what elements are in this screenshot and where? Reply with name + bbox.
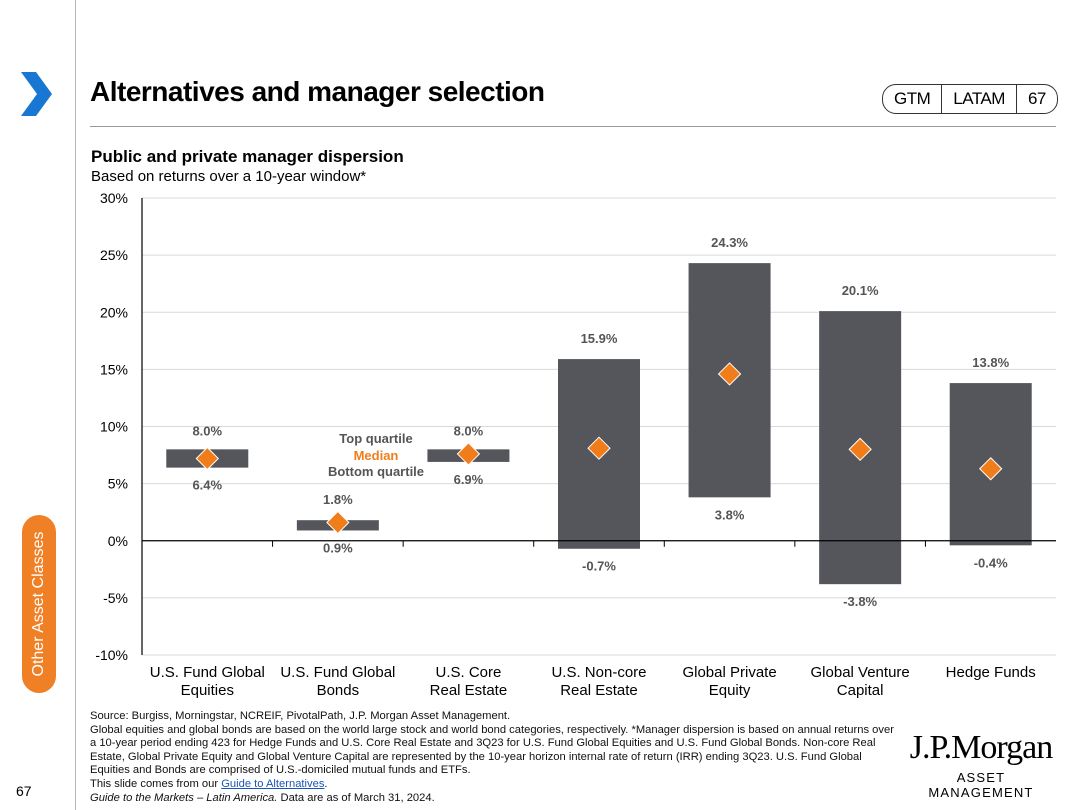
sidebar-divider <box>75 0 76 810</box>
category-label: Global Venture <box>811 664 910 681</box>
section-tab[interactable] <box>22 515 56 693</box>
median-marker <box>717 362 742 386</box>
section-tab-label: Other Asset Classes <box>30 531 47 677</box>
top-quartile-label: 15.9% <box>581 331 618 346</box>
median-marker <box>587 436 611 460</box>
methodology-note: Global equities and global bonds are bas… <box>90 723 894 777</box>
category-label: Real Estate <box>430 682 508 699</box>
bottom-quartile-label: 0.9% <box>323 540 353 555</box>
y-tick-label: -5% <box>103 590 128 606</box>
badge-gtm: GTM <box>894 89 931 108</box>
guide-to-alternatives-link[interactable]: Guide to Alternatives <box>221 777 325 790</box>
category-label: Equities <box>181 682 234 699</box>
top-quartile-label: 8.0% <box>192 423 222 438</box>
y-tick-label: 0% <box>108 533 128 549</box>
median-marker <box>979 457 1003 481</box>
dispersion-chart: 30% 25% 20% 15% 10% 5% 0% -5% -10% 8.0% 6.4% 1.8% 0.… <box>95 190 1056 699</box>
median-marker <box>848 437 872 462</box>
y-tick-label: 5% <box>108 476 128 492</box>
gtm-badge: GTM LATAM 67 <box>882 84 1058 114</box>
category-label: Equity <box>709 682 751 699</box>
logo-name: J.P.Morgan <box>909 729 1053 766</box>
guide-note: Guide to the Markets – Latin America. Da… <box>90 792 900 806</box>
top-quartile-label: 1.8% <box>323 492 353 507</box>
category-label: U.S. Non-core <box>551 664 646 681</box>
top-quartile-label: 8.0% <box>454 423 484 438</box>
bottom-quartile-label: -3.8% <box>843 594 877 609</box>
bottom-quartile-label: -0.4% <box>974 555 1008 570</box>
top-quartile-label: 20.1% <box>842 283 879 298</box>
page-number: 67 <box>16 783 32 799</box>
chart-title: Public and private manager dispersion <box>91 147 404 166</box>
source-note: Source: Burgiss, Morningstar, NCREIF, Pi… <box>90 710 511 722</box>
legend-median: Median <box>354 448 399 463</box>
slide-from-text: This slide comes from our <box>90 777 219 790</box>
bottom-quartile-label: -0.7% <box>582 559 616 574</box>
jpmorgan-logo: J.P.Morgan ASSET MANAGEMENT <box>905 729 1057 801</box>
median-marker <box>326 510 350 535</box>
title-divider <box>90 126 1056 127</box>
category-label: Capital <box>837 682 884 699</box>
legend-bottom-quartile: Bottom quartile <box>328 464 424 479</box>
guide-title: Guide to the Markets – Latin America. <box>90 791 278 804</box>
category-label: U.S. Fund Global <box>280 664 395 681</box>
category-label: Real Estate <box>560 682 638 699</box>
legend-top-quartile: Top quartile <box>339 431 412 446</box>
page-title: Alternatives and manager selection <box>90 76 545 107</box>
median-marker <box>456 442 481 466</box>
y-tick-label: -10% <box>95 647 128 663</box>
y-tick-label: 15% <box>100 361 128 377</box>
y-tick-label: 20% <box>100 304 128 320</box>
top-quartile-label: 24.3% <box>711 235 748 250</box>
category-label: Global Private <box>682 664 776 681</box>
badge-page: 67 <box>1015 85 1057 113</box>
chevron-right-icon <box>21 72 52 116</box>
category-label: Hedge Funds <box>946 664 1036 681</box>
median-marker <box>195 446 219 471</box>
y-tick-label: 10% <box>100 419 128 435</box>
badge-region: LATAM <box>941 85 1016 113</box>
footnotes: Source: Burgiss, Morningstar, NCREIF, Pi… <box>90 710 900 805</box>
top-quartile-label: 13.8% <box>972 355 1009 370</box>
chart-subtitle: Based on returns over a 10-year window* <box>91 168 367 185</box>
category-label: U.S. Fund Global <box>150 664 265 681</box>
bottom-quartile-label: 6.9% <box>454 472 484 487</box>
data-date: Data are as of March 31, 2024. <box>280 791 435 804</box>
bottom-quartile-label: 3.8% <box>715 507 745 522</box>
slide-from-end: . <box>324 777 328 790</box>
bottom-quartile-label: 6.4% <box>192 478 222 493</box>
logo-subtitle: ASSET MANAGEMENT <box>928 770 1034 800</box>
category-label: Bonds <box>317 682 360 699</box>
y-tick-label: 25% <box>100 247 128 263</box>
y-tick-label: 30% <box>100 190 128 206</box>
slide-source-note: This slide comes from our Guide to Alter… <box>90 778 900 792</box>
category-label: U.S. Core <box>435 664 501 681</box>
